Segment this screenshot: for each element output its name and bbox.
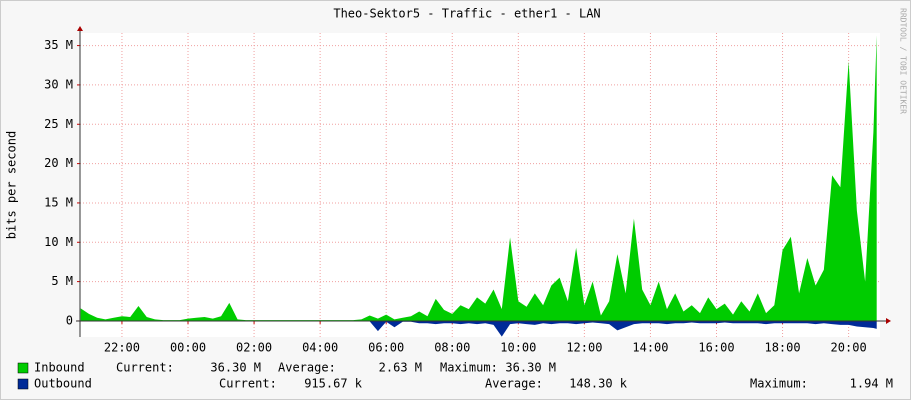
x-tick-label: 02:00: [236, 341, 272, 355]
legend-stat-value: 915.67 k: [304, 377, 363, 391]
legend-label: Outbound: [34, 377, 92, 391]
y-tick-label: 25 M: [44, 117, 73, 131]
legend-swatch: [17, 362, 29, 374]
legend-stat-label: Maximum:: [440, 361, 498, 375]
y-tick-label: 20 M: [44, 156, 73, 170]
legend-stat-label: Current:: [219, 377, 277, 391]
x-tick-label: 22:00: [104, 341, 140, 355]
x-tick-label: 12:00: [566, 341, 602, 355]
legend-stat-label: Average:: [485, 377, 543, 391]
chart-title: Theo-Sektor5 - Traffic - ether1 - LAN: [333, 7, 600, 21]
x-tick-label: 16:00: [698, 341, 734, 355]
legend-stat-value: 1.94 M: [850, 377, 893, 391]
legend-stat-value: 36.30 M: [505, 361, 556, 375]
x-tick-label: 06:00: [368, 341, 404, 355]
x-axis-arrow: [886, 317, 891, 324]
y-axis-label: bits per second: [5, 131, 19, 239]
y-tick-label: 15 M: [44, 195, 73, 209]
y-tick-label: 5 M: [51, 274, 73, 288]
y-tick-label: 0: [66, 313, 73, 327]
x-tick-label: 20:00: [831, 341, 867, 355]
y-axis-arrow: [77, 26, 83, 31]
x-tick-label: 18:00: [764, 341, 800, 355]
plot-area: [80, 33, 880, 337]
x-tick-label: 00:00: [170, 341, 206, 355]
legend-swatch: [17, 378, 29, 390]
x-tick-label: 08:00: [434, 341, 470, 355]
watermark: RRDTOOL / TOBI OETIKER: [899, 8, 908, 114]
legend-stat-value: 2.63 M: [379, 361, 422, 375]
legend-stat-value: 36.30 M: [210, 361, 261, 375]
x-tick-label: 04:00: [302, 341, 338, 355]
y-tick-label: 35 M: [44, 38, 73, 52]
area: [80, 320, 877, 337]
x-tick-label: 14:00: [632, 341, 668, 355]
legend-label: Inbound: [34, 361, 85, 375]
area: [80, 35, 877, 321]
legend-stat-value: 148.30 k: [569, 377, 628, 391]
legend-stat-label: Maximum:: [750, 377, 808, 391]
x-tick-label: 10:00: [500, 341, 536, 355]
legend-stat-label: Current:: [116, 361, 174, 375]
y-tick-label: 30 M: [44, 77, 73, 91]
y-tick-label: 10 M: [44, 235, 73, 249]
legend-stat-label: Average:: [278, 361, 336, 375]
